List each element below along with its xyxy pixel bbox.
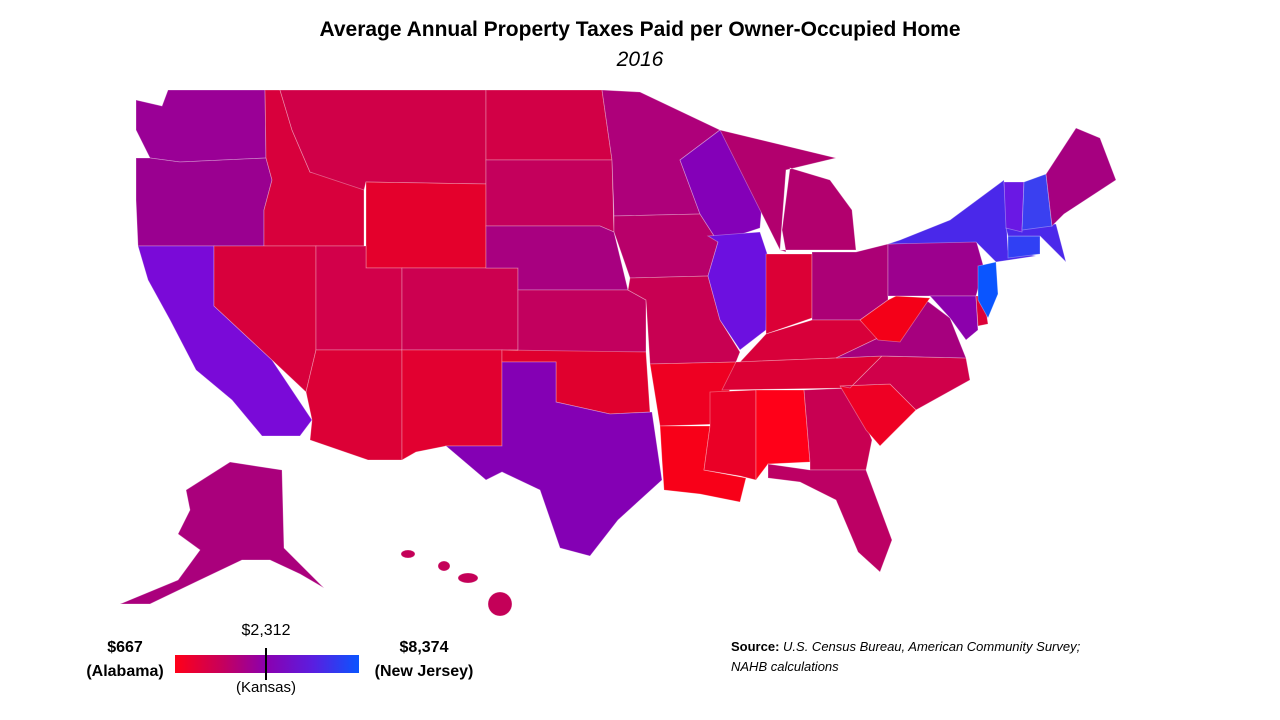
legend-min-state: (Alabama)	[86, 663, 164, 680]
state-SD[interactable]	[485, 159, 615, 233]
state-ND[interactable]	[485, 89, 613, 161]
state-CT[interactable]	[1007, 235, 1041, 259]
state-ME[interactable]	[1045, 127, 1117, 227]
state-SC[interactable]	[839, 383, 917, 447]
state-HI[interactable]	[400, 549, 513, 617]
legend-min-value: $667	[107, 639, 143, 656]
state-MD[interactable]	[929, 295, 979, 341]
legend-max-state: (New Jersey)	[374, 663, 474, 680]
state-WA[interactable]	[135, 89, 267, 163]
legend-max-label: $8,374 (New Jersey)	[368, 636, 480, 684]
legend-marker	[265, 648, 267, 680]
state-NM[interactable]	[401, 349, 503, 461]
state-CO[interactable]	[401, 267, 519, 351]
source-note: Source: U.S. Census Bureau, American Com…	[731, 637, 1091, 677]
map-subtitle: 2016	[616, 48, 664, 71]
state-NJ[interactable]	[977, 261, 999, 319]
legend-marker-value: $2,312	[241, 622, 291, 639]
state-KS[interactable]	[517, 289, 647, 353]
source-label: Source:	[731, 639, 780, 654]
state-NY[interactable]	[887, 179, 1037, 263]
state-TX[interactable]	[444, 361, 663, 557]
state-IA[interactable]	[613, 213, 719, 279]
state-PA[interactable]	[887, 239, 985, 297]
state-AK[interactable]	[119, 461, 325, 605]
legend-min-label: $667 (Alabama)	[80, 636, 170, 684]
state-IL[interactable]	[706, 231, 769, 351]
source-text: U.S. Census Bureau, American Community S…	[731, 639, 1081, 674]
state-LA[interactable]	[659, 425, 747, 503]
state-AZ[interactable]	[305, 349, 403, 461]
legend-color-scale	[175, 655, 359, 673]
map-title: Average Annual Property Taxes Paid per O…	[319, 18, 961, 41]
state-FL[interactable]	[767, 463, 893, 573]
legend-max-value: $8,374	[399, 639, 449, 656]
legend-marker-state: (Kansas)	[235, 679, 297, 696]
state-VT[interactable]	[1003, 181, 1025, 233]
state-OR[interactable]	[135, 157, 273, 247]
state-NC[interactable]	[839, 355, 971, 411]
state-MI[interactable]	[719, 129, 857, 253]
state-AL[interactable]	[755, 389, 811, 482]
state-MS[interactable]	[703, 389, 757, 481]
state-WV[interactable]	[859, 295, 931, 343]
state-WY[interactable]	[365, 181, 487, 269]
